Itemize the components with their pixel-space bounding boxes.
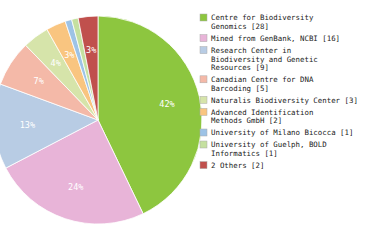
legend-label: University of Milano Bicocca [1] [211, 128, 353, 137]
legend-swatch [200, 141, 207, 148]
slice [78, 16, 98, 120]
data-label: 4% [51, 58, 61, 68]
data-label: 24% [68, 182, 83, 192]
legend-label: Centre for BiodiversityGenomics [28] [211, 13, 314, 31]
data-label: 42% [159, 99, 174, 109]
legend-label: Research Center inBiodiversity and Genet… [211, 46, 318, 72]
legend-swatch [200, 162, 207, 169]
legend-swatch [200, 96, 207, 103]
legend-swatch [200, 14, 207, 21]
legend-label: 2 Others [2] [211, 161, 264, 170]
data-label: 3% [64, 50, 74, 60]
legend-label: Advanced IdentificationMethods GmbH [2] [211, 108, 313, 126]
chart-root: 42%24%13%7%4%3%3%Centre for Biodiversity… [0, 0, 380, 240]
data-label: 3% [86, 45, 96, 55]
slices [0, 16, 202, 224]
data-label: 7% [34, 76, 44, 86]
legend-label: Mined from GenBank, NCBI [16] [211, 34, 340, 43]
legend-label: Naturalis Biodiversity Center [3] [211, 96, 358, 105]
legend: Centre for BiodiversityGenomics [28] Mine… [200, 13, 358, 170]
data-label: 13% [20, 120, 35, 130]
chart: 42%24%13%7%4%3%3%Centre for Biodiversity… [0, 0, 380, 240]
data-labels: 42%24%13%7%4%3%3% [20, 45, 175, 193]
legend-label: University of Guelph, BOLDInformatics [1… [211, 140, 327, 158]
legend-swatch [200, 108, 207, 115]
legend-swatch [200, 47, 207, 54]
legend-swatch [200, 129, 207, 136]
legend-swatch [200, 76, 207, 83]
legend-swatch [200, 35, 207, 42]
legend-label: Canadian Centre for DNABarcoding [5] [211, 75, 314, 93]
